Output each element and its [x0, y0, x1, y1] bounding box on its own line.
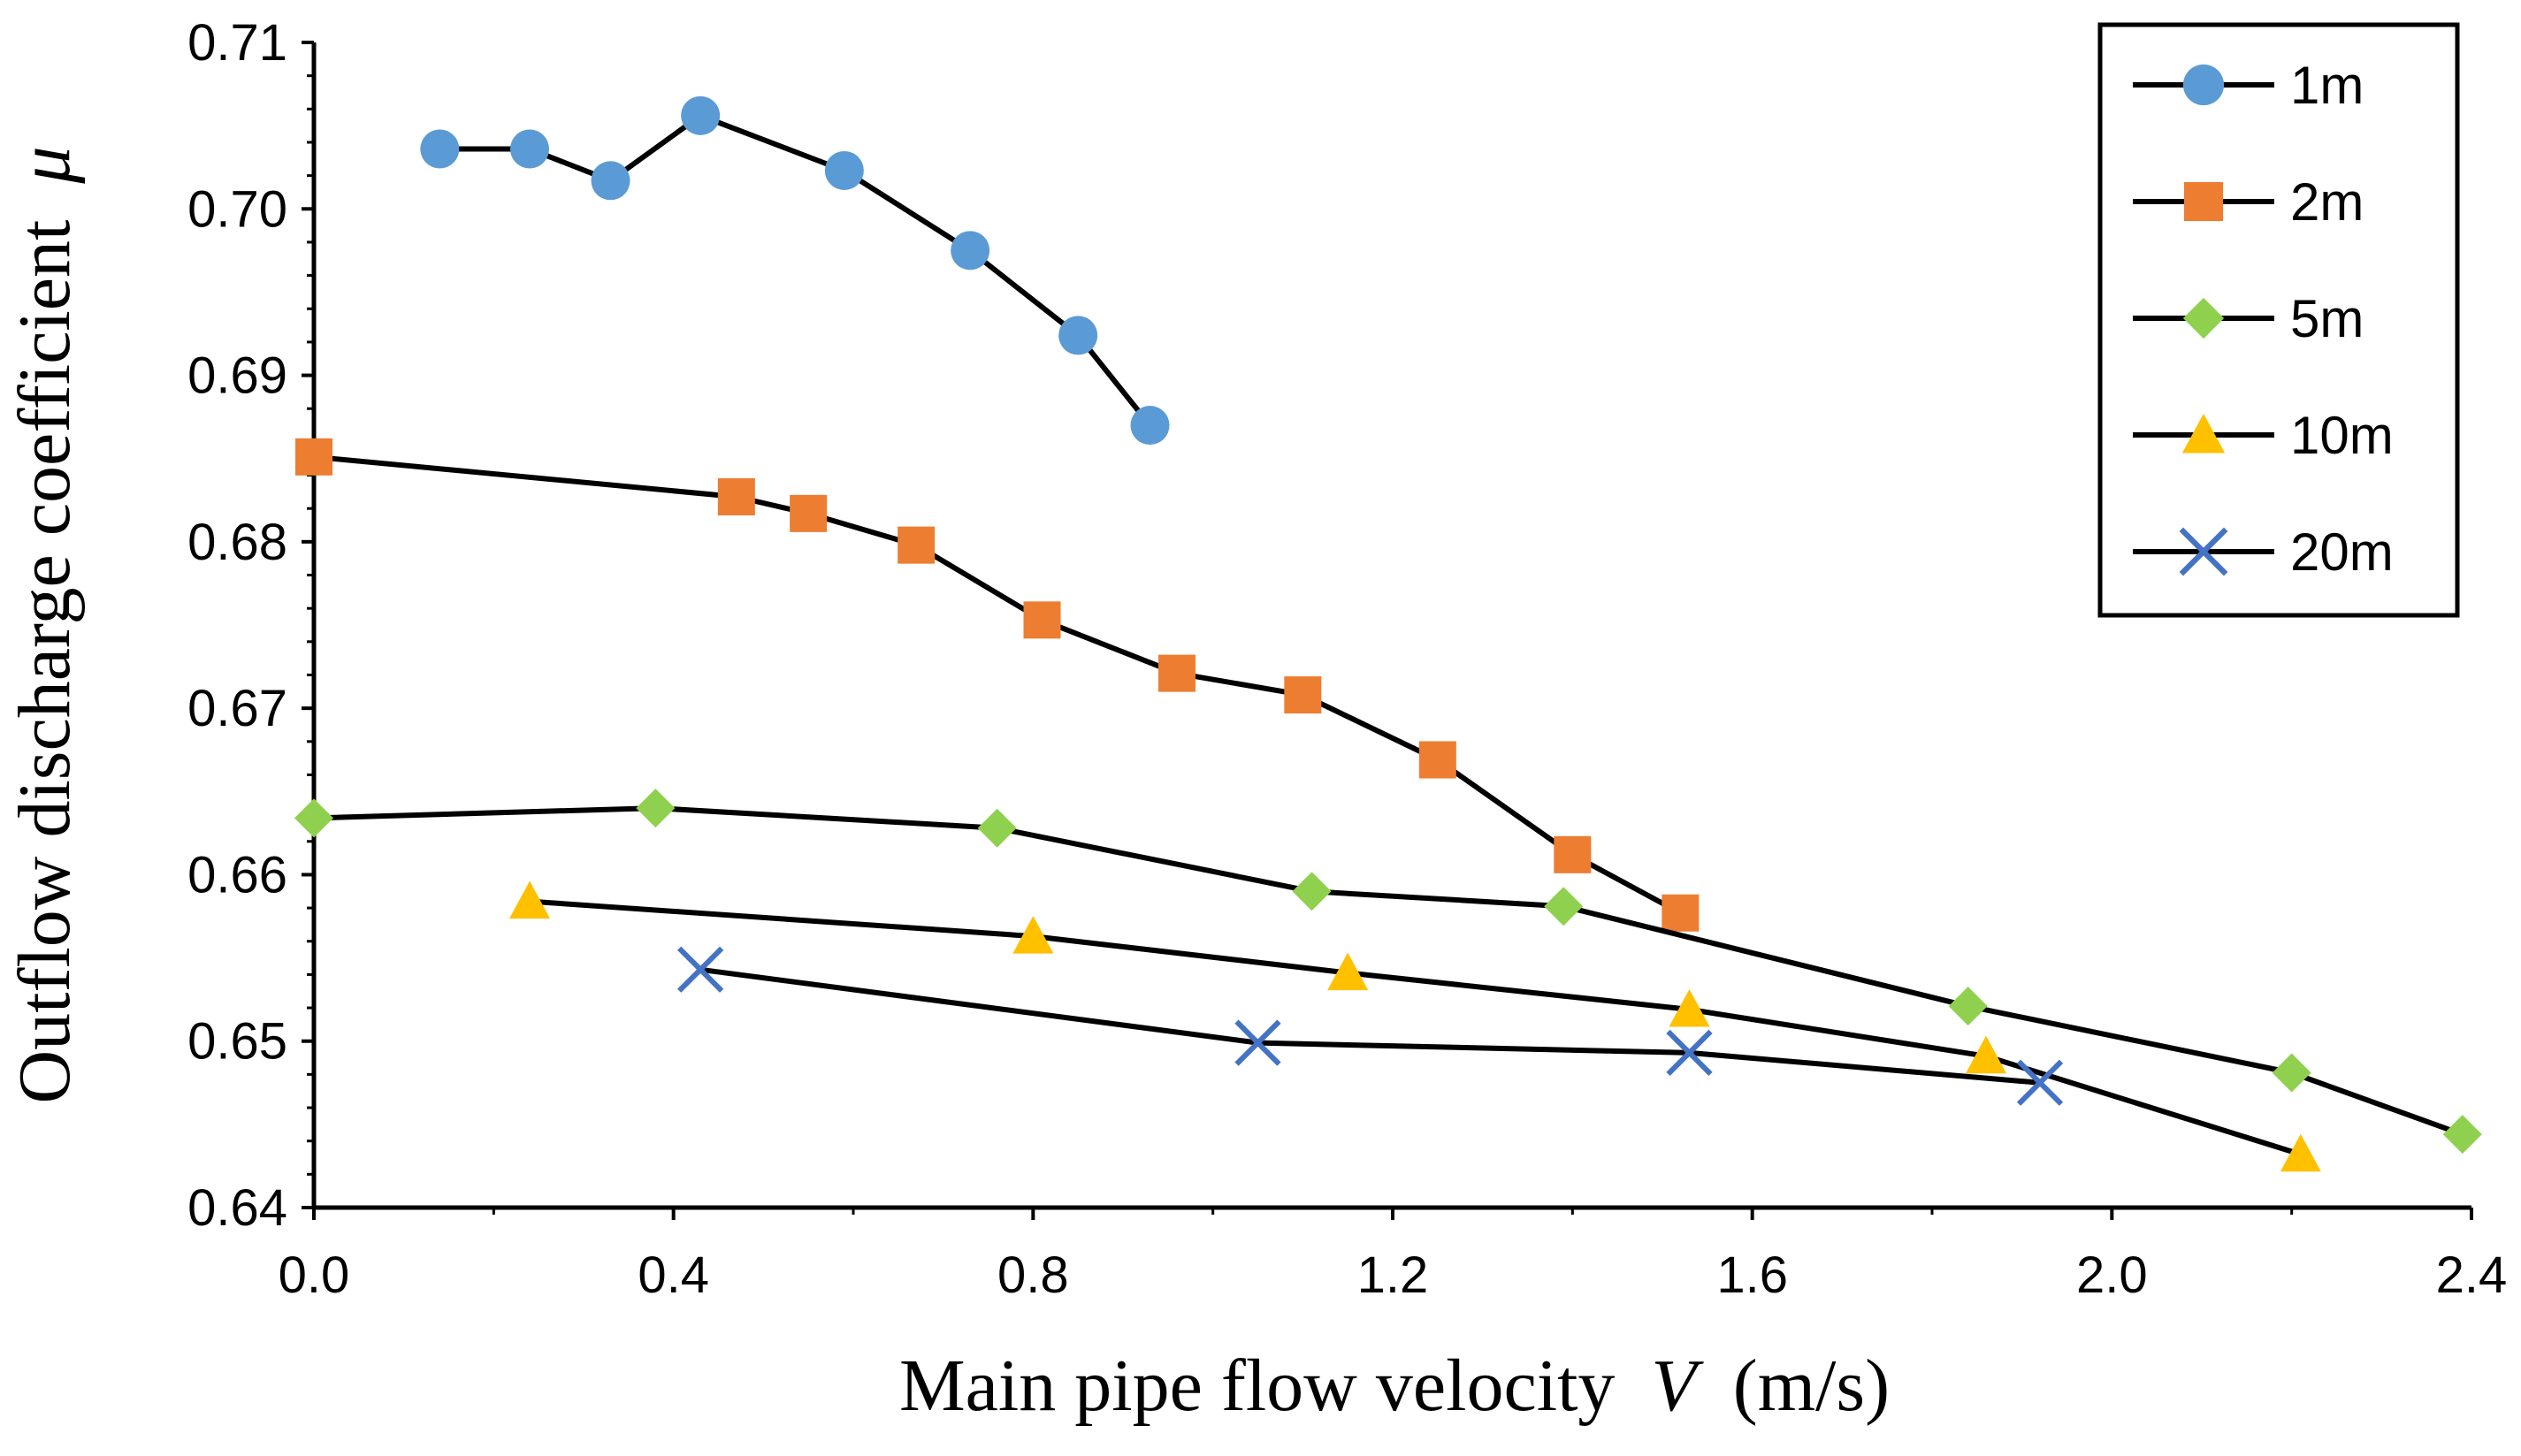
- y-axis-title: Outflow discharge coefficient μ: [4, 146, 86, 1103]
- data-point-10m: [1012, 916, 1054, 954]
- x-tick-label: 2.4: [2436, 1246, 2508, 1304]
- data-point-5m: [2442, 1115, 2482, 1155]
- data-point-2m: [1662, 894, 1700, 932]
- data-point-2m: [717, 478, 755, 516]
- data-point-1m: [824, 150, 864, 190]
- data-point-1m: [951, 231, 990, 271]
- data-point-1m: [420, 129, 460, 169]
- legend-label: 10m: [2290, 406, 2394, 465]
- y-tick-label: 0.66: [187, 846, 287, 903]
- x-tick-label: 2.0: [2076, 1246, 2148, 1304]
- legend-marker-1m: [2182, 64, 2225, 106]
- data-point-5m: [1948, 987, 1988, 1026]
- data-point-5m: [1292, 872, 1332, 911]
- data-point-2m: [1158, 654, 1196, 692]
- x-tick-labels: 0.0 0.4 0.8 1.2 1.6 2.0 2.4: [279, 1246, 2508, 1304]
- data-point-2m: [898, 526, 936, 564]
- series-line-2m: [313, 454, 1682, 916]
- legend-label: 20m: [2290, 522, 2394, 582]
- data-point-20m: [1666, 1029, 1713, 1077]
- x-tick-label: 1.2: [1357, 1246, 1429, 1304]
- data-point-1m: [681, 95, 721, 135]
- legend-label: 2m: [2290, 172, 2364, 232]
- series-line-5m: [313, 805, 2464, 1138]
- legend-marker-5m: [2182, 297, 2225, 339]
- legend-marker-2m: [2183, 181, 2224, 222]
- legend-marker-10m: [2181, 413, 2226, 454]
- data-point-2m: [1023, 601, 1061, 639]
- data-point-2m: [1418, 741, 1456, 779]
- data-point-2m: [295, 438, 332, 476]
- data-point-1m: [1130, 406, 1170, 446]
- y-tick-label: 0.68: [187, 514, 287, 571]
- data-point-5m: [1544, 887, 1584, 926]
- data-point-10m: [509, 880, 550, 919]
- x-tick-label: 0.0: [279, 1246, 350, 1304]
- data-point-10m: [2280, 1133, 2321, 1172]
- x-axis-unit: (m/s): [1733, 1345, 1890, 1427]
- series-5m: [294, 789, 2482, 1155]
- data-point-5m: [294, 798, 333, 838]
- data-point-5m: [2272, 1053, 2311, 1093]
- y-tick-label: 0.69: [187, 347, 287, 405]
- y-tick-label: 0.71: [187, 14, 287, 72]
- data-point-2m: [790, 494, 828, 532]
- series-line-10m: [529, 898, 2302, 1157]
- series-1m: [420, 95, 1170, 446]
- legend-label: 5m: [2290, 289, 2364, 348]
- series-line-20m: [699, 966, 2041, 1086]
- legend: 1m 2m 5m 10m 20m: [2097, 22, 2460, 618]
- data-point-5m: [636, 789, 676, 828]
- data-point-20m: [1234, 1019, 1281, 1066]
- data-point-1m: [591, 161, 630, 201]
- series-10m: [509, 880, 2321, 1172]
- y-tick-label: 0.65: [187, 1013, 287, 1071]
- data-point-10m: [1327, 952, 1369, 991]
- data-point-20m: [677, 946, 724, 993]
- data-point-1m: [1058, 316, 1098, 355]
- x-axis-variable: V: [1651, 1345, 1704, 1427]
- y-tick-labels: 0.64 0.65 0.66 0.67 0.68 0.69 0.70 0.71: [187, 14, 287, 1237]
- data-point-2m: [1554, 835, 1592, 873]
- series-2m: [295, 438, 1700, 932]
- x-axis-title-text: Main pipe flow velocity: [899, 1345, 1615, 1427]
- x-tick-label: 0.4: [638, 1246, 709, 1304]
- data-point-5m: [977, 808, 1017, 848]
- data-point-10m: [1966, 1035, 2006, 1074]
- axes: [302, 41, 2473, 1220]
- legend-item-20m: 20m: [2133, 522, 2394, 582]
- data-point-1m: [510, 129, 549, 169]
- legend-item-10m: 10m: [2133, 406, 2394, 465]
- x-tick-label: 1.6: [1716, 1246, 1788, 1304]
- y-tick-label: 0.64: [187, 1179, 287, 1237]
- y-tick-label: 0.70: [187, 180, 287, 238]
- data-point-20m: [2016, 1059, 2064, 1106]
- series-20m: [677, 946, 2064, 1106]
- x-tick-label: 0.8: [997, 1246, 1069, 1304]
- legend-item-5m: 5m: [2133, 289, 2364, 348]
- y-tick-label: 0.67: [187, 680, 287, 737]
- data-point-10m: [1669, 988, 1710, 1027]
- y-axis-title-text: Outflow discharge coefficient: [4, 220, 86, 1104]
- series-layer: [294, 95, 2482, 1172]
- data-point-2m: [1284, 676, 1322, 714]
- x-axis-title: Main pipe flow velocity V (m/s): [899, 1345, 1890, 1427]
- legend-item-2m: 2m: [2133, 172, 2364, 232]
- legend-label: 1m: [2290, 56, 2364, 115]
- legend-marker-20m: [2179, 527, 2228, 576]
- y-axis-variable: μ: [4, 146, 86, 184]
- legend-items: 1m 2m 5m 10m 20m: [2133, 56, 2394, 582]
- legend-item-1m: 1m: [2133, 56, 2364, 115]
